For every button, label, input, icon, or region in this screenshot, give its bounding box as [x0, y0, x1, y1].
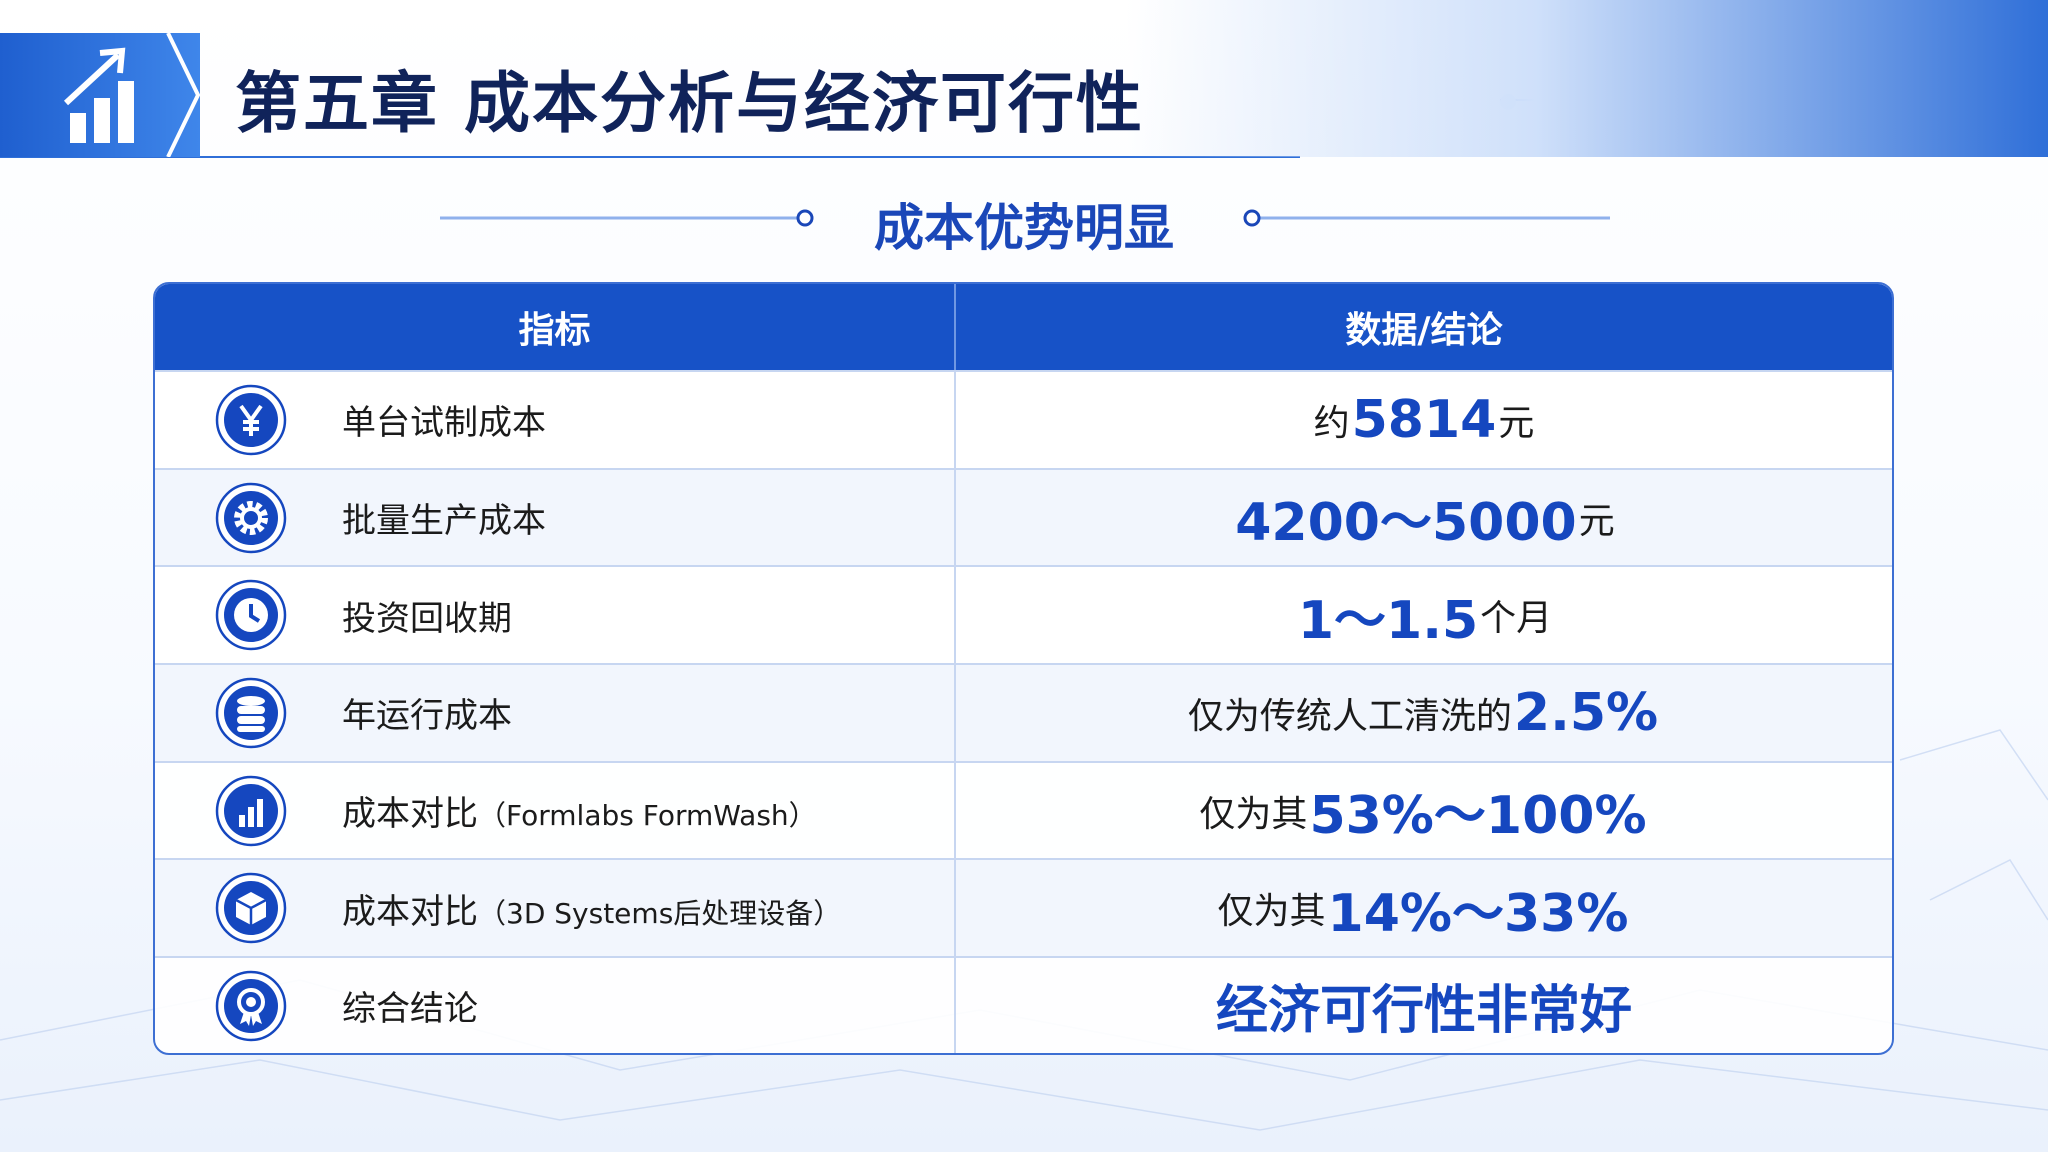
subtitle: 成本优势明显: [874, 199, 1174, 257]
indicator-label: 单台试制成本: [342, 395, 546, 444]
header-icon: [0, 32, 201, 158]
indicator-cell: 成本对比（Formlabs FormWash）: [155, 762, 956, 859]
value-highlight: 1～1.5: [1297, 590, 1479, 651]
value-cell: 仅为其 53%～100%: [956, 763, 1892, 859]
row-icon: [215, 873, 287, 944]
row-icon: [215, 579, 287, 651]
table-row: 成本对比（3D Systems后处理设备） 仅为其 14%～33%: [155, 858, 1892, 957]
table-row: 单台试制成本 约 5814 元: [155, 370, 1892, 468]
value-cell: 经济可行性非常好: [956, 958, 1892, 1053]
indicator-cell: 批量生产成本: [155, 469, 956, 566]
row-icon: [215, 677, 287, 749]
value-highlight: 4200～5000: [1235, 493, 1577, 554]
label-text: 成本对比: [342, 794, 478, 835]
indicator-cell: 成本对比（3D Systems后处理设备）: [155, 860, 956, 957]
table-header: 指标 数据/结论: [155, 284, 1892, 370]
value-prefix: 仅为其: [1217, 891, 1326, 933]
indicator-label: 综合结论: [342, 981, 478, 1030]
label-text: 单台试制成本: [342, 403, 546, 444]
value-cell: 4200～5000 元: [956, 470, 1892, 566]
table-row: 批量生产成本 4200～5000 元: [155, 467, 1892, 566]
indicator-cell: 单台试制成本: [155, 372, 956, 468]
value-highlight: 5814: [1351, 389, 1497, 450]
row-icon: [215, 970, 287, 1042]
value-suffix: 元: [1498, 402, 1535, 444]
value-highlight: 经济可行性非常好: [1215, 981, 1632, 1042]
label-note: （Formlabs FormWash）: [478, 799, 817, 833]
row-icon: [215, 775, 287, 846]
value-highlight: 53%～100%: [1309, 786, 1647, 847]
value-highlight: 14%～33%: [1327, 883, 1629, 944]
label-text: 投资回收期: [342, 598, 512, 639]
value-prefix: 仅为其: [1199, 793, 1308, 835]
value-suffix: 个月: [1480, 598, 1553, 640]
value-highlight: 2.5%: [1513, 682, 1659, 743]
value-cell: 1～1.5 个月: [956, 567, 1892, 663]
value-cell: 仅为其 14%～33%: [956, 860, 1892, 956]
table-row: 综合结论 经济可行性非常好: [155, 956, 1892, 1053]
label-text: 批量生产成本: [342, 501, 546, 542]
value-prefix: 约: [1313, 402, 1350, 444]
chart-icon: [63, 32, 201, 158]
header-band: [0, 0, 2048, 157]
title: 第五章 成本分析与经济可行性: [235, 65, 1144, 142]
indicator-cell: 综合结论: [155, 958, 956, 1053]
column-header: 指标: [155, 284, 956, 370]
value-cell: 仅为传统人工清洗的 2.5%: [956, 665, 1892, 761]
indicator-cell: 年运行成本: [155, 665, 956, 761]
indicator-label: 年运行成本: [342, 688, 512, 737]
indicator-label: 成本对比（Formlabs FormWash）: [342, 786, 817, 835]
label-text: 成本对比: [342, 891, 478, 932]
table-row: 成本对比（Formlabs FormWash） 仅为其 53%～100%: [155, 760, 1892, 859]
table: 指标 数据/结论 单台试制成本约 5814 元批量生产成本 4200～5000 元投资回…: [153, 282, 1894, 1055]
table-row: 投资回收期 1～1.5 个月: [155, 565, 1892, 664]
column-header: 数据/结论: [1345, 310, 1503, 351]
row-icon: [215, 482, 287, 553]
label-note: （3D Systems后处理设备）: [478, 896, 842, 930]
indicator-label: 投资回收期: [342, 591, 512, 640]
label-text: 综合结论: [342, 989, 478, 1030]
label-text: 年运行成本: [342, 696, 512, 737]
value-suffix: 元: [1578, 500, 1615, 542]
value-prefix: 仅为传统人工清洗的: [1187, 695, 1512, 737]
row-icon: [215, 384, 287, 456]
indicator-label: 成本对比（3D Systems后处理设备）: [342, 884, 841, 933]
value-cell: 约 5814 元: [956, 372, 1892, 468]
table-row: 年运行成本 仅为传统人工清洗的 2.5%: [155, 663, 1892, 761]
indicator-label: 批量生产成本: [342, 493, 546, 542]
indicator-cell: 投资回收期: [155, 567, 956, 664]
